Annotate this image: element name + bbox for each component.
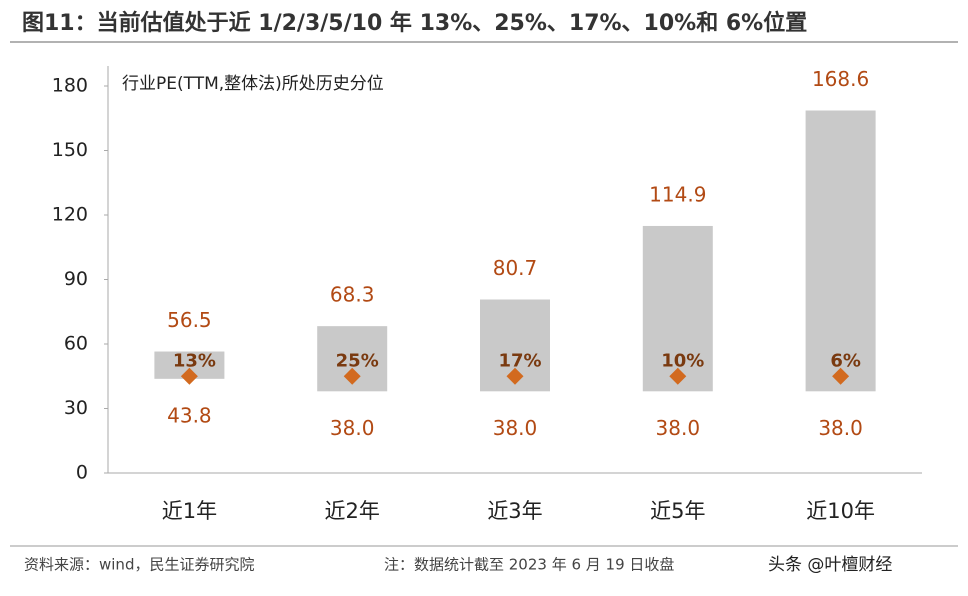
percentile-label: 25% [336, 350, 379, 371]
range-bar [805, 110, 876, 392]
x-tick-label: 近1年 [162, 499, 217, 523]
x-tick-label: 近5年 [650, 499, 705, 523]
x-tick-label: 近10年 [806, 499, 875, 523]
x-tick-label: 近3年 [487, 499, 542, 523]
y-tick-label: 90 [64, 268, 88, 290]
y-tick-label: 120 [52, 204, 88, 226]
source: 资料来源：wind，民生证券研究院 [24, 556, 254, 574]
percentile-label: 17% [498, 350, 541, 371]
chart-subtitle: 行业PE(TTM,整体法)所处历史分位 [122, 74, 384, 94]
high-label: 114.9 [649, 182, 706, 206]
x-tick-label: 近2年 [325, 499, 380, 523]
y-tick-label: 180 [52, 75, 88, 97]
low-label: 38.0 [493, 416, 538, 440]
range-bar [642, 225, 713, 392]
low-label: 43.8 [167, 403, 212, 427]
y-tick-label: 30 [64, 397, 88, 419]
current-marker [669, 367, 687, 385]
high-label: 56.5 [167, 308, 212, 332]
high-label: 80.7 [493, 256, 538, 280]
current-marker [506, 367, 524, 385]
current-marker [180, 367, 198, 385]
high-label: 168.6 [812, 67, 869, 91]
chart-title: 图11：当前估值处于近 1/2/3/5/10 年 13%、25%、17%、10%… [22, 10, 807, 36]
watermark: 头条 @叶檀财经 [768, 555, 892, 575]
percentile-label: 6% [830, 350, 861, 371]
percentile-label: 13% [173, 350, 216, 371]
current-marker [343, 367, 361, 385]
low-label: 38.0 [330, 416, 375, 440]
y-tick-label: 60 [64, 333, 88, 355]
y-tick-label: 150 [52, 139, 88, 161]
low-label: 38.0 [656, 416, 701, 440]
high-label: 68.3 [330, 283, 375, 307]
low-label: 38.0 [818, 416, 863, 440]
y-tick-label: 0 [76, 462, 88, 484]
percentile-label: 10% [661, 350, 704, 371]
note: 注：数据统计截至 2023 年 6 月 19 日收盘 [384, 556, 674, 574]
current-marker [832, 367, 850, 385]
